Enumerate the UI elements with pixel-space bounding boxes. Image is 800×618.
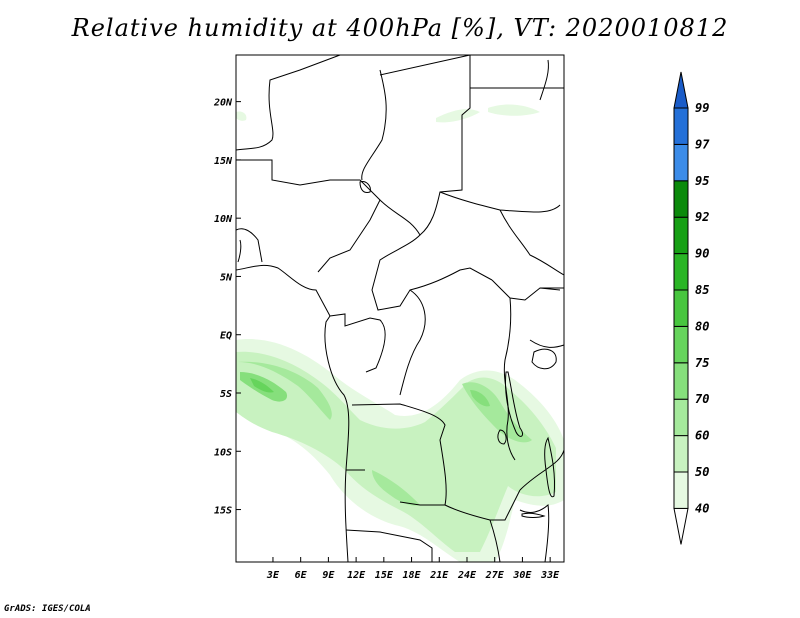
lake-malawi bbox=[544, 436, 555, 498]
x-tick-label: 30E bbox=[512, 570, 532, 581]
humidity-area-40-north bbox=[436, 109, 480, 123]
humidity-area-75 bbox=[250, 378, 274, 393]
colorbar-label: 90 bbox=[695, 247, 709, 261]
x-tick-label: 21E bbox=[429, 570, 449, 581]
colorbar-label: 70 bbox=[695, 392, 709, 406]
y-tick-label: 5S bbox=[220, 389, 232, 400]
colorbar-label: 85 bbox=[695, 283, 709, 297]
colorbar-segment bbox=[673, 216, 689, 255]
x-tick-label: 6E bbox=[295, 570, 308, 581]
x-tick-label: 9E bbox=[322, 570, 335, 581]
colorbar-label: 50 bbox=[695, 465, 709, 479]
humidity-area-70-east bbox=[470, 390, 490, 407]
humidity-area-40-west-edge bbox=[236, 111, 247, 121]
y-tick-label: 5N bbox=[220, 272, 233, 283]
colorbar-label: 95 bbox=[695, 174, 709, 188]
x-tick-label: 3E bbox=[266, 570, 280, 581]
colorbar-segment bbox=[673, 325, 689, 364]
colorbar-segment bbox=[673, 289, 689, 327]
longitude-ticks: 3E 6E 9E 12E 15E 18E 21E 24E 27E 30E 33E bbox=[266, 557, 560, 581]
lakes bbox=[237, 181, 557, 518]
y-tick-label: 10S bbox=[214, 447, 232, 458]
map-title: Relative humidity at 400hPa [%], VT: 202… bbox=[71, 14, 729, 42]
humidity-shading bbox=[236, 104, 564, 562]
lake-kariba bbox=[521, 512, 546, 518]
lake-volta bbox=[237, 239, 242, 263]
humidity-area-60 bbox=[238, 361, 332, 420]
y-tick-label: EQ bbox=[220, 331, 232, 342]
x-tick-label: 27E bbox=[485, 570, 505, 581]
map-frame bbox=[235, 54, 565, 563]
humidity-area-60-south bbox=[372, 470, 420, 506]
x-tick-label: 24E bbox=[457, 570, 477, 581]
lake-victoria bbox=[531, 348, 557, 370]
x-tick-label: 18E bbox=[403, 570, 422, 581]
colorbar-label: 60 bbox=[695, 429, 709, 443]
humidity-area-40-north-2 bbox=[488, 104, 540, 116]
colorbar-label: 75 bbox=[695, 356, 709, 370]
lake-tanganyika bbox=[505, 371, 523, 437]
colorbar-segment bbox=[673, 362, 689, 400]
y-tick-label: 15N bbox=[214, 156, 233, 167]
colorbar: 40 50 60 70 75 80 85 90 92 95 97 99 bbox=[673, 71, 710, 545]
colorbar-bottom-triangle bbox=[673, 507, 689, 545]
latitude-ticks: 20N 15N 10N 5N EQ 5S 10S 15S bbox=[213, 98, 241, 517]
y-tick-label: 15S bbox=[214, 506, 232, 517]
y-tick-label: 10N bbox=[214, 214, 233, 225]
colorbar-segment bbox=[673, 398, 689, 437]
lake-chad bbox=[359, 181, 371, 193]
colorbar-segment bbox=[673, 253, 689, 291]
colorbar-label: 92 bbox=[695, 210, 709, 224]
credit-text: GrADS: IGES/COLA bbox=[4, 604, 91, 614]
colorbar-label: 99 bbox=[695, 101, 709, 115]
country-borders bbox=[235, 54, 565, 563]
x-tick-label: 12E bbox=[347, 570, 366, 581]
colorbar-label: 97 bbox=[695, 137, 710, 151]
colorbar-segment bbox=[673, 107, 689, 145]
x-tick-label: 33E bbox=[540, 570, 560, 581]
colorbar-label: 80 bbox=[695, 319, 709, 333]
colorbar-segment bbox=[673, 435, 689, 473]
colorbar-segment bbox=[673, 471, 689, 509]
colorbar-top-triangle bbox=[673, 71, 689, 109]
y-tick-label: 20N bbox=[213, 98, 233, 109]
colorbar-segment bbox=[673, 180, 689, 218]
colorbar-label: 40 bbox=[695, 501, 709, 515]
colorbar-segment bbox=[673, 143, 689, 182]
x-tick-label: 15E bbox=[375, 570, 394, 581]
lake-mweru bbox=[497, 429, 507, 445]
